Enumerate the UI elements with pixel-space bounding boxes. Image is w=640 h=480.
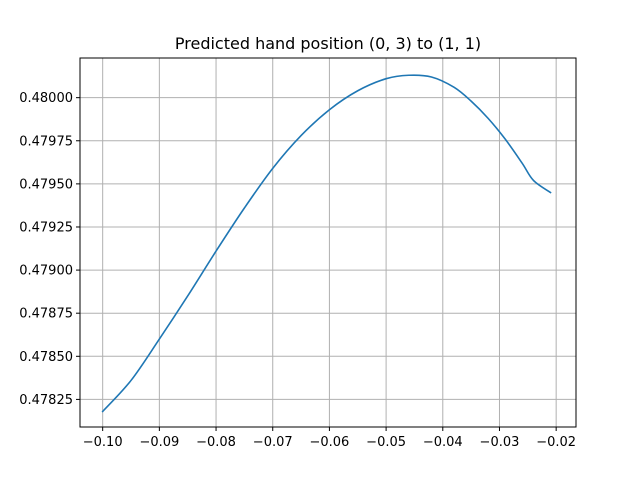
y-tick-label: 0.47850	[19, 350, 73, 365]
x-tick-label: −0.10	[83, 435, 123, 450]
y-tick-label: 0.48000	[19, 91, 73, 106]
x-tick-label: −0.05	[366, 435, 406, 450]
x-tick-label: −0.03	[480, 435, 520, 450]
x-tick-label: −0.02	[536, 435, 576, 450]
chart-title: Predicted hand position (0, 3) to (1, 1)	[175, 34, 481, 53]
grid	[80, 58, 576, 427]
y-tick-label: 0.47950	[19, 177, 73, 192]
y-tick-label: 0.47875	[19, 307, 73, 322]
x-tick-label: −0.09	[139, 435, 179, 450]
x-tick-label: −0.04	[423, 435, 463, 450]
y-tick-label: 0.47825	[19, 393, 73, 408]
axes-frame	[79, 57, 577, 428]
y-tick-label: 0.47900	[19, 264, 73, 279]
series-layer	[101, 74, 552, 413]
series-line-0	[101, 74, 552, 413]
x-tick-label: −0.06	[309, 435, 349, 450]
x-tick-label: −0.07	[253, 435, 293, 450]
y-tick-label: 0.47975	[19, 134, 73, 149]
x-tick-label: −0.08	[196, 435, 236, 450]
y-tick-label: 0.47925	[19, 220, 73, 235]
y-axis: 0.47825 0.47850 0.47875 0.47900 0.47925 0.479…	[19, 91, 80, 408]
x-axis: −0.10 −0.09 −0.08 −0.07 −0.06 −0.05 −0.04 −0.03…	[83, 427, 576, 450]
